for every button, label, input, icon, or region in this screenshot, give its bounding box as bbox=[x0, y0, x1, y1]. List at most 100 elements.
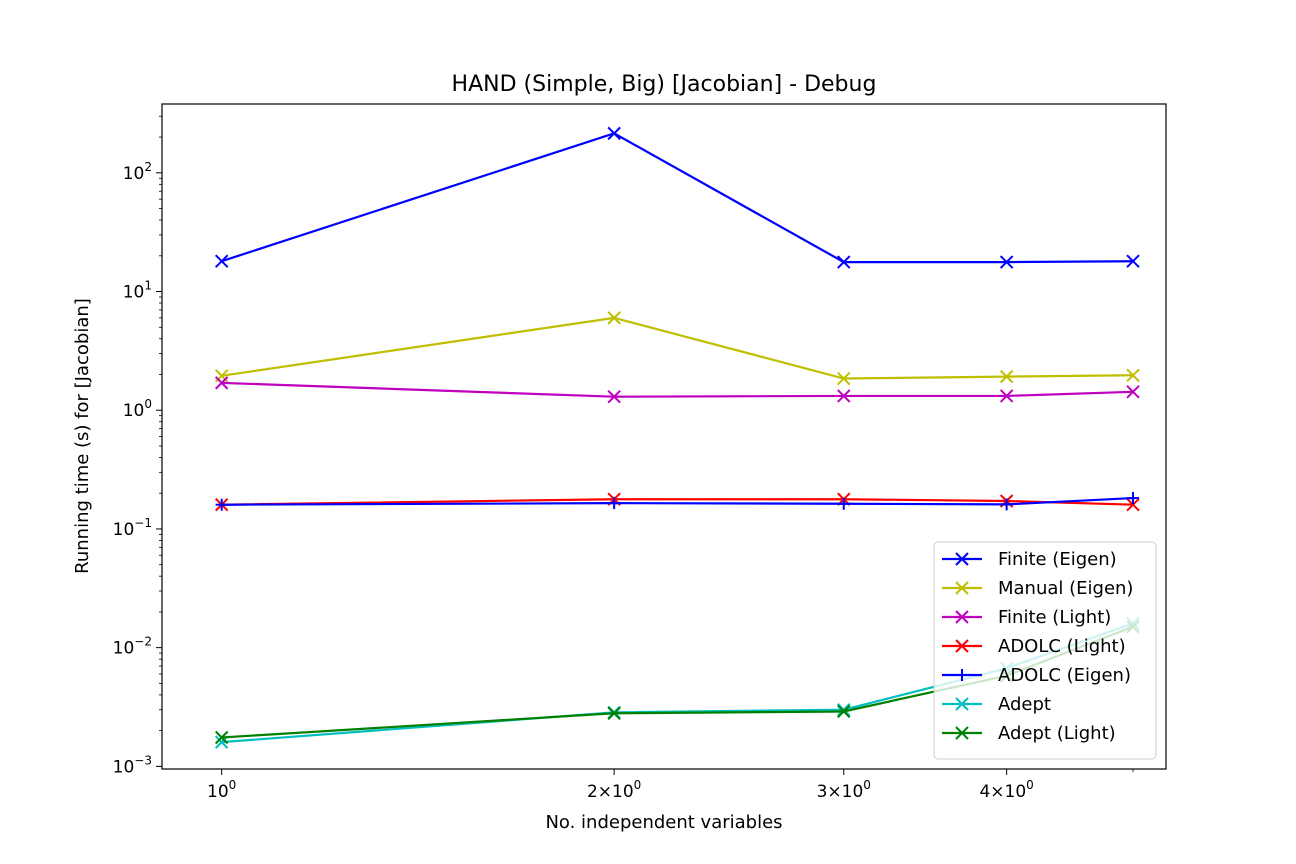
x-tick-exponent-1: 0 bbox=[229, 778, 237, 792]
series-finite-eigen-point-2-b bbox=[607, 126, 621, 141]
series-adolc-light-point-5-b bbox=[1126, 498, 1140, 512]
y-tick-label-4: 100 bbox=[123, 397, 152, 421]
series-finite-eigen-point-5 bbox=[1126, 254, 1140, 268]
series-finite-eigen-point-4 bbox=[999, 255, 1014, 269]
x-tick-exponent-3: 0 bbox=[863, 778, 871, 792]
y-tick-label-1: 10−3 bbox=[113, 753, 152, 777]
series-manual-eigen bbox=[214, 311, 1140, 386]
series-manual-eigen-point-3 bbox=[837, 371, 851, 386]
y-tick-exponent-6: 2 bbox=[144, 160, 152, 174]
series-finite-light-point-5-b bbox=[1126, 385, 1140, 399]
series-manual-eigen-point-4 bbox=[999, 369, 1014, 384]
series-finite-light-point-5 bbox=[1126, 385, 1140, 399]
x-axis-label: No. independent variables bbox=[545, 812, 782, 833]
legend-entry-2: Manual (Eigen) bbox=[942, 578, 1133, 599]
x-tick-label-3: 3×100 bbox=[817, 778, 871, 802]
legend-entry-3-marker-b bbox=[955, 610, 969, 624]
series-manual-eigen-point-5 bbox=[1126, 368, 1140, 382]
series-adept-light-point-2-b bbox=[607, 706, 621, 720]
x-tick-label-1: 100 bbox=[207, 778, 236, 802]
y-tick-exponent-1: −3 bbox=[134, 753, 152, 767]
series-adept-light-point-1 bbox=[214, 730, 229, 745]
legend-entry-5: ADOLC (Eigen) bbox=[942, 665, 1131, 686]
legend: Finite (Eigen) Manual (Eigen) Finite (Ligh… bbox=[933, 541, 1157, 760]
x-tick-exponent-2: 0 bbox=[634, 778, 642, 792]
x-tick-exponent-4: 0 bbox=[1026, 778, 1034, 792]
series-adept-point-3-b bbox=[837, 703, 851, 717]
series-adolc-eigen-point-2 bbox=[608, 497, 621, 510]
legend-entry-5-label: ADOLC (Eigen) bbox=[998, 665, 1131, 686]
series-manual-eigen-point-3-b bbox=[837, 371, 851, 386]
series-adept-light-point-3 bbox=[837, 704, 851, 719]
series-finite-eigen-point-2 bbox=[607, 126, 621, 141]
legend-entry-4-marker-b bbox=[955, 639, 969, 653]
legend-entry-1-marker bbox=[955, 552, 969, 566]
series-finite-light-point-4 bbox=[999, 389, 1014, 403]
series-finite-light-point-3-b bbox=[837, 389, 851, 403]
legend-entry-6-label: Adept bbox=[998, 694, 1051, 715]
legend-entry-4-label: ADOLC (Light) bbox=[998, 636, 1126, 657]
series-adept-light-point-2 bbox=[607, 706, 621, 720]
legend-entry-6-marker bbox=[955, 697, 969, 711]
series-manual-eigen-point-4-b bbox=[999, 369, 1014, 384]
y-tick-exponent-5: 1 bbox=[144, 279, 152, 293]
series-adolc-eigen-point-3 bbox=[837, 497, 850, 510]
y-tick-label-2: 10−2 bbox=[113, 635, 152, 659]
series-adept-light-point-3-b bbox=[837, 704, 851, 719]
legend-entry-4: ADOLC (Light) bbox=[942, 636, 1126, 657]
series-manual-eigen-line bbox=[221, 316, 1134, 380]
series-finite-eigen-line bbox=[221, 132, 1134, 264]
legend-entry-1-label: Finite (Eigen) bbox=[998, 549, 1117, 570]
y-tick-label-5: 101 bbox=[123, 279, 152, 303]
series-adolc-eigen-point-1 bbox=[215, 498, 228, 511]
x-tick-label-2: 2×100 bbox=[587, 778, 641, 802]
legend-entry-1-marker-b bbox=[955, 552, 969, 566]
series-adept-point-3 bbox=[837, 703, 851, 717]
y-tick-label-3: 10−1 bbox=[113, 516, 152, 540]
y-tick-exponent-4: 0 bbox=[144, 397, 152, 411]
y-axis-label: Running time (s) for [Jacobian] bbox=[72, 298, 93, 574]
series-adolc-eigen-point-5 bbox=[1127, 492, 1140, 505]
legend-entry-2-marker-b bbox=[955, 581, 969, 595]
series-finite-eigen bbox=[214, 126, 1140, 269]
legend-entry-3: Finite (Light) bbox=[942, 607, 1111, 628]
x-tick-label-4: 4×100 bbox=[979, 778, 1033, 802]
legend-entry-3-marker bbox=[955, 610, 969, 624]
legend-entry-1: Finite (Eigen) bbox=[942, 549, 1117, 570]
chart-title: HAND (Simple, Big) [Jacobian] - Debug bbox=[452, 72, 877, 97]
legend-entry-7-marker bbox=[955, 726, 969, 740]
series-finite-eigen-point-3 bbox=[837, 255, 851, 269]
series-adolc-light bbox=[214, 492, 1140, 512]
series-finite-light-point-2 bbox=[607, 390, 621, 404]
legend-entry-7-marker-b bbox=[955, 726, 969, 740]
legend-entry-4-marker bbox=[955, 639, 969, 653]
series-finite-light-point-1-b bbox=[214, 376, 229, 390]
series-adolc-eigen bbox=[215, 492, 1140, 511]
series-finite-light-point-1 bbox=[214, 376, 229, 390]
series-finite-light bbox=[214, 376, 1140, 404]
y-tick-exponent-3: −1 bbox=[134, 516, 152, 530]
series-adept-light-point-1-b bbox=[214, 730, 229, 745]
series-finite-eigen-point-5-b bbox=[1126, 254, 1140, 268]
series-manual-eigen-point-2-b bbox=[607, 311, 621, 325]
series-finite-light-point-3 bbox=[837, 389, 851, 403]
series-finite-light-point-2-b bbox=[607, 390, 621, 404]
legend-box bbox=[933, 541, 1157, 760]
series-finite-light-point-4-b bbox=[999, 389, 1014, 403]
series-finite-eigen-point-4-b bbox=[999, 255, 1014, 269]
legend-entry-2-marker bbox=[955, 581, 969, 595]
legend-entry-7-label: Adept (Light) bbox=[998, 723, 1116, 744]
legend-entry-5-marker bbox=[956, 669, 968, 681]
series-adolc-eigen-point-4 bbox=[1000, 498, 1013, 511]
y-tick-exponent-2: −2 bbox=[134, 635, 152, 649]
legend-entry-2-label: Manual (Eigen) bbox=[998, 578, 1133, 599]
legend-entry-6: Adept bbox=[942, 694, 1051, 715]
series-manual-eigen-point-2 bbox=[607, 311, 621, 325]
legend-entry-6-marker-b bbox=[955, 697, 969, 711]
series-finite-light-line bbox=[221, 381, 1134, 398]
series-manual-eigen-point-5-b bbox=[1126, 368, 1140, 382]
series-finite-eigen-point-1-b bbox=[214, 254, 229, 268]
legend-entry-7: Adept (Light) bbox=[942, 723, 1116, 744]
